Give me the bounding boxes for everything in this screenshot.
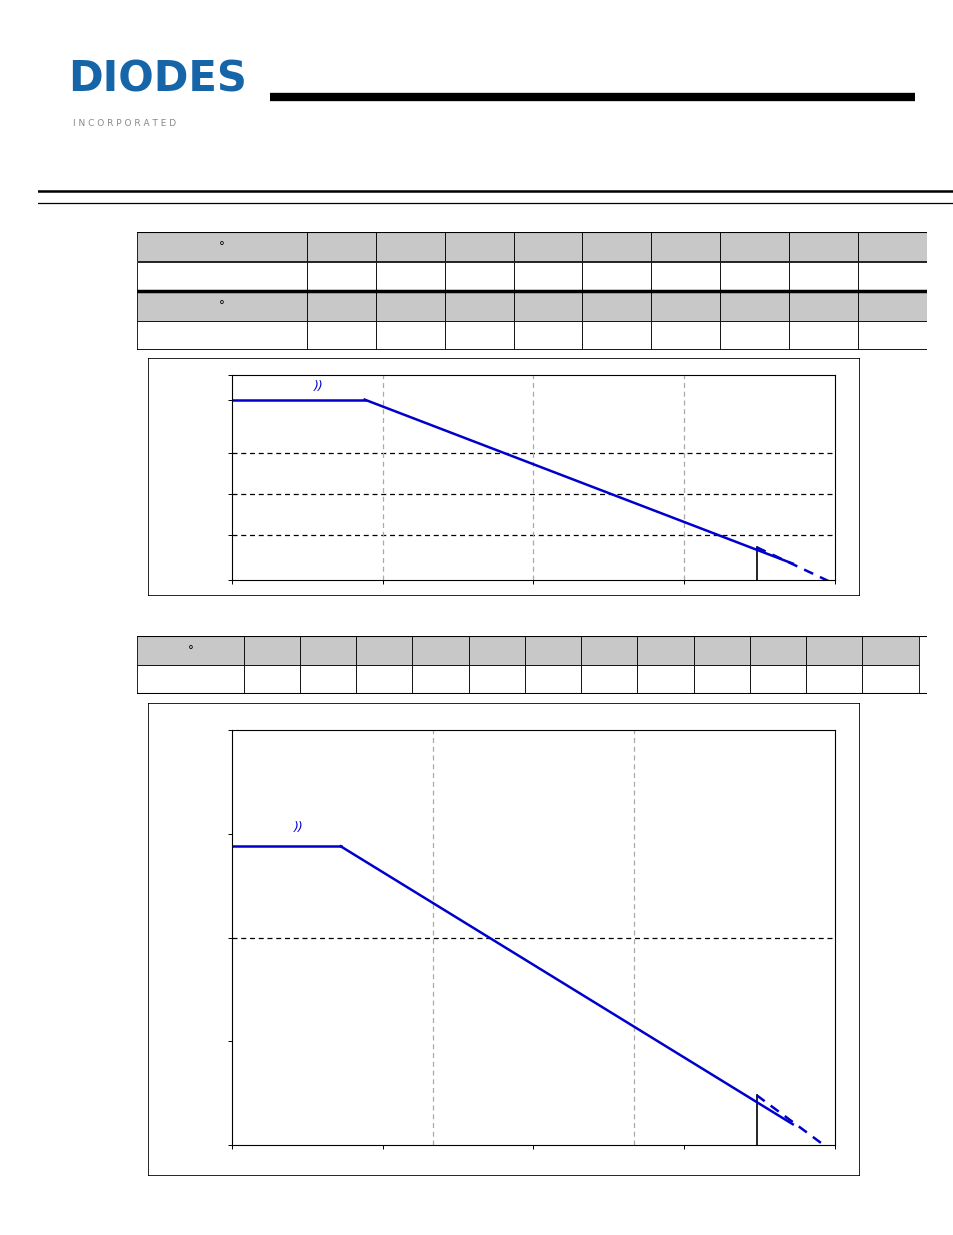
Bar (580, 636, 637, 664)
Bar (243, 664, 299, 694)
Bar (375, 321, 444, 350)
Bar (857, 232, 926, 262)
Bar (299, 636, 355, 664)
Bar (805, 664, 862, 694)
Bar (468, 664, 524, 694)
Bar (355, 636, 412, 664)
Bar (412, 636, 468, 664)
Bar (513, 291, 581, 321)
Bar (375, 291, 444, 321)
Bar (468, 636, 524, 664)
Bar (307, 291, 375, 321)
Bar (137, 291, 307, 321)
Bar (749, 636, 805, 664)
Text: )): )) (314, 380, 323, 394)
Bar (637, 636, 693, 664)
Bar (307, 262, 375, 291)
Bar (788, 232, 857, 262)
Bar (720, 321, 788, 350)
Bar (307, 321, 375, 350)
Bar (857, 262, 926, 291)
Bar (749, 664, 805, 694)
Bar (444, 291, 513, 321)
Bar (524, 664, 580, 694)
Bar (307, 232, 375, 262)
Bar (862, 636, 918, 664)
Bar (137, 262, 307, 291)
Bar (862, 664, 918, 694)
Bar (513, 321, 581, 350)
Text: DIODES: DIODES (68, 58, 247, 100)
Bar (581, 232, 651, 262)
Bar (651, 321, 720, 350)
Text: )): )) (294, 821, 303, 834)
Bar (137, 232, 307, 262)
Bar (580, 664, 637, 694)
Bar (637, 664, 693, 694)
Bar (788, 291, 857, 321)
Bar (355, 664, 412, 694)
Bar (444, 232, 513, 262)
Bar (720, 262, 788, 291)
Bar (513, 232, 581, 262)
Bar (720, 291, 788, 321)
Text: °: ° (219, 299, 225, 312)
Bar (137, 321, 307, 350)
Bar (299, 664, 355, 694)
Bar (581, 321, 651, 350)
Bar (651, 291, 720, 321)
Bar (375, 232, 444, 262)
Bar (857, 321, 926, 350)
Bar (693, 664, 749, 694)
Bar (137, 664, 243, 694)
Bar (857, 291, 926, 321)
Text: °: ° (219, 241, 225, 253)
Text: °: ° (187, 643, 193, 657)
Bar (444, 321, 513, 350)
Bar (693, 636, 749, 664)
Bar (805, 636, 862, 664)
Bar (412, 664, 468, 694)
Bar (513, 262, 581, 291)
Bar (581, 291, 651, 321)
Text: I N C O R P O R A T E D: I N C O R P O R A T E D (73, 119, 176, 128)
Bar (581, 262, 651, 291)
Bar (651, 232, 720, 262)
Bar (444, 262, 513, 291)
Bar (651, 262, 720, 291)
Bar (137, 636, 243, 664)
Bar (788, 321, 857, 350)
Bar (524, 636, 580, 664)
Bar (788, 262, 857, 291)
Bar (375, 262, 444, 291)
Bar (720, 232, 788, 262)
Bar (243, 636, 299, 664)
